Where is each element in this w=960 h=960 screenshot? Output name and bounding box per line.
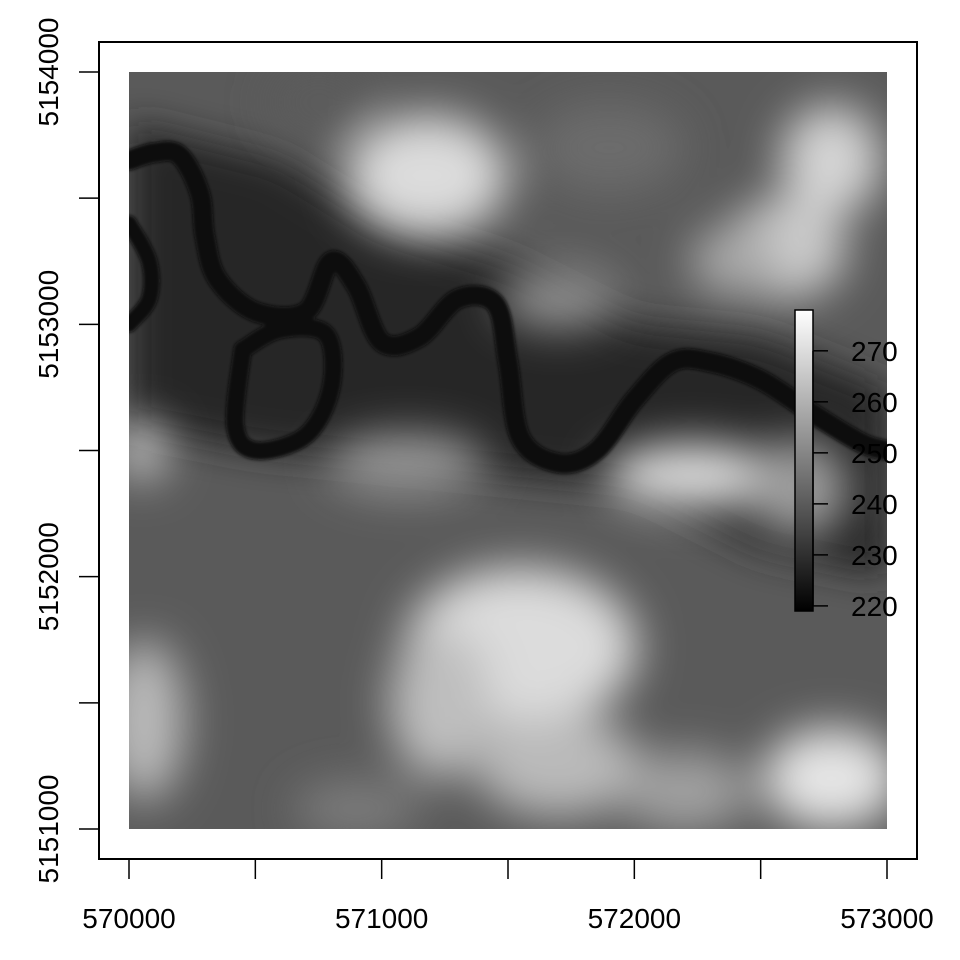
hill-region — [619, 750, 751, 829]
y-axis: 5151000 5152000 5153000 5154000 — [33, 17, 100, 884]
hill-region — [475, 715, 642, 817]
colorbar-tick-label: 270 — [851, 336, 898, 367]
colorbar-tick-label: 260 — [851, 387, 898, 418]
x-tick-label: 570000 — [82, 903, 175, 934]
hill-region — [497, 268, 620, 330]
y-tick-label: 5152000 — [33, 522, 64, 631]
hill-region — [346, 114, 508, 237]
hill-region — [129, 639, 185, 802]
hill-region — [780, 104, 882, 216]
y-tick-label: 5153000 — [33, 270, 64, 379]
colorbar-tick-label: 240 — [851, 489, 898, 520]
y-tick-label: 5154000 — [33, 17, 64, 126]
hill-region — [389, 627, 491, 779]
x-tick-label: 573000 — [840, 903, 933, 934]
hill-region — [326, 432, 488, 494]
elevation-raster — [129, 72, 887, 829]
colorbar-tick-label: 220 — [851, 591, 898, 622]
hill-region — [604, 442, 781, 509]
hill-region — [533, 102, 685, 194]
colorbar-ticks: 220 230 240 250 260 270 — [812, 336, 898, 622]
y-tick-label: 5151000 — [33, 774, 64, 883]
hill-region — [129, 420, 167, 481]
west-loop-channel — [129, 215, 160, 333]
hill-region — [689, 225, 781, 297]
x-tick-label: 572000 — [588, 903, 681, 934]
oxbow-channel — [225, 318, 343, 460]
x-tick-label: 571000 — [335, 903, 428, 934]
hill-layer — [129, 72, 887, 829]
colorbar-tick-label: 230 — [851, 540, 898, 571]
river-layer — [129, 141, 887, 474]
colorbar-gradient — [794, 309, 814, 612]
hill-region — [293, 781, 420, 829]
hill-region — [763, 728, 887, 829]
colorbar-tick-label: 250 — [851, 438, 898, 469]
colorbar-legend: 220 230 240 250 260 270 — [794, 309, 898, 622]
hill-region — [268, 72, 369, 141]
river-channel — [129, 141, 887, 474]
x-axis: 570000 571000 572000 573000 — [82, 858, 934, 934]
